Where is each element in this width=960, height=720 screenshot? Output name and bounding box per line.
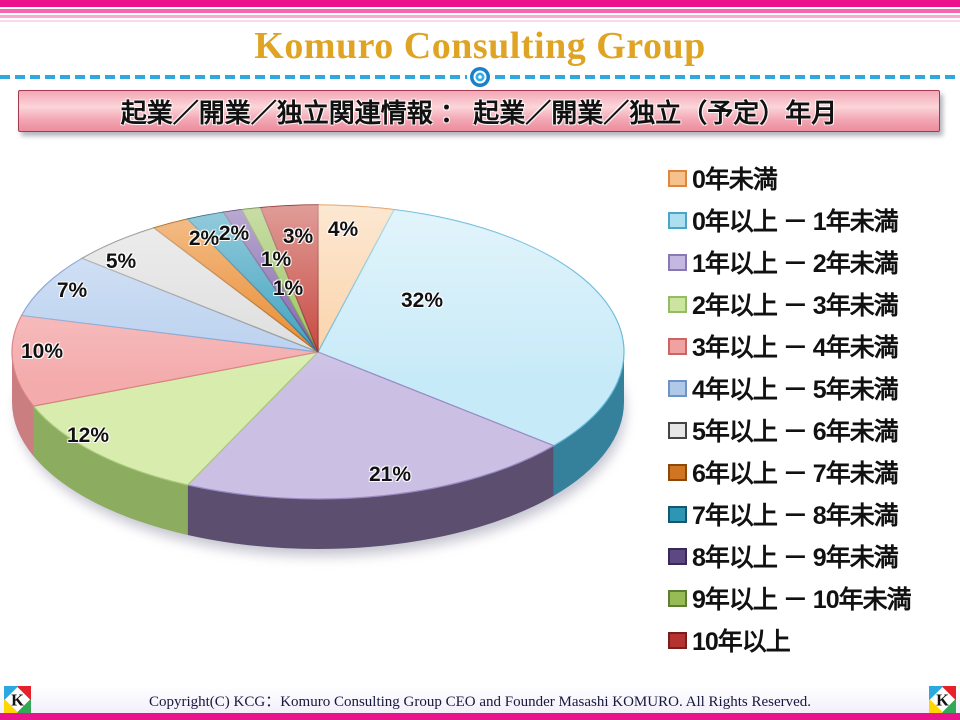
legend-swatch-icon [668,589,687,607]
svg-text:K: K [936,690,949,709]
svg-text:K: K [11,690,24,709]
pie-label-7: 2% [188,227,220,250]
banner: 起業／開業／独立関連情報 ： 起業／開業／独立（予定）年月 [18,90,940,132]
kcg-logo-right: K [929,686,956,713]
pie-label-8: 2% [218,222,250,245]
pie-side-1 [553,352,624,496]
pie-label-6: 5% [105,250,137,273]
legend-swatch-icon [668,295,687,313]
legend-swatch-icon [668,253,687,271]
legend-swatch-icon [668,505,687,523]
legend-item-6: 5年以上 － 6年未満 [668,409,960,451]
legend-item-10: 9年以上 － 10年未満 [668,577,960,619]
pie-label-11: 3% [282,225,314,248]
pie-label-1: 32% [400,289,444,312]
pie-label-2: 21% [368,463,412,486]
legend-swatch-icon [668,379,687,397]
legend-swatch-icon [668,463,687,481]
pie-label-0: 4% [327,218,359,241]
pie-sheen [12,205,624,499]
pie-label-3: 12% [66,424,110,447]
legend-label: 4年以上 － 5年未満 [692,376,899,404]
legend-item-7: 6年以上 － 7年未満 [668,451,960,493]
legend-label: 1年以上 － 2年未満 [692,250,899,278]
legend-label: 7年以上 － 8年未満 [692,502,899,530]
legend-item-5: 4年以上 － 5年未満 [668,367,960,409]
copyright-text: Copyright(C) KCG：Komuro Consulting Group… [148,694,812,710]
legend-swatch-icon [668,421,687,439]
legend-swatch-icon [668,211,687,229]
legend-label: 3年以上 － 4年未満 [692,334,899,362]
legend-item-2: 1年以上 － 2年未満 [668,241,960,283]
pie-side-4 [12,352,34,457]
page-title: Komuro Consulting Group [254,25,706,67]
legend-swatch-icon [668,547,687,565]
legend-item-1: 0年以上 － 1年未満 [668,199,960,241]
legend-label: 8年以上 － 9年未満 [692,544,899,572]
pie-chart-canvas [11,204,625,556]
pie-chart: 4% 32% 21% 12% 10% 7% 5% 2% 2% 1% 1% 3% [0,150,676,695]
legend-item-11: 10年以上 [668,619,960,661]
legend-swatch-icon [668,337,687,355]
legend-item-0: 0年未満 [668,157,960,199]
pie-label-9: 1% [260,248,292,271]
legend-label: 9年以上 － 10年未満 [692,586,912,614]
legend-label: 6年以上 － 7年未満 [692,460,899,488]
legend-label: 0年以上 － 1年未満 [692,208,899,236]
legend-item-8: 7年以上 － 8年未満 [668,493,960,535]
legend-swatch-icon [668,631,687,649]
legend-label: 2年以上 － 3年未満 [692,292,899,320]
banner-text: 起業／開業／独立関連情報 ： 起業／開業／独立（予定）年月 [120,97,838,128]
pie-label-4: 10% [20,340,64,363]
top-stripe-bar [0,0,960,23]
bottom-stripe-bar [0,713,960,720]
legend-item-3: 2年以上 － 3年未満 [668,283,960,325]
legend-label: 10年以上 [692,628,791,656]
divider-ornament-icon [467,64,493,90]
kcg-logo-left: K [4,686,31,713]
pie-label-5: 7% [56,279,88,302]
pie-side-3 [33,406,188,536]
chart-legend: 0年未満 0年以上 － 1年未満 1年以上 － 2年未満 2年以上 － 3年未満 3年以… [668,157,960,661]
legend-item-9: 8年以上 － 9年未満 [668,535,960,577]
legend-label: 0年未満 [692,166,778,194]
pie-label-10: 1% [272,277,304,300]
legend-item-4: 3年以上 － 4年未満 [668,325,960,367]
legend-swatch-icon [668,169,687,187]
footer-bar: K Copyright(C) KCG：Komuro Consulting Gro… [0,686,960,713]
legend-label: 5年以上 － 6年未満 [692,418,899,446]
